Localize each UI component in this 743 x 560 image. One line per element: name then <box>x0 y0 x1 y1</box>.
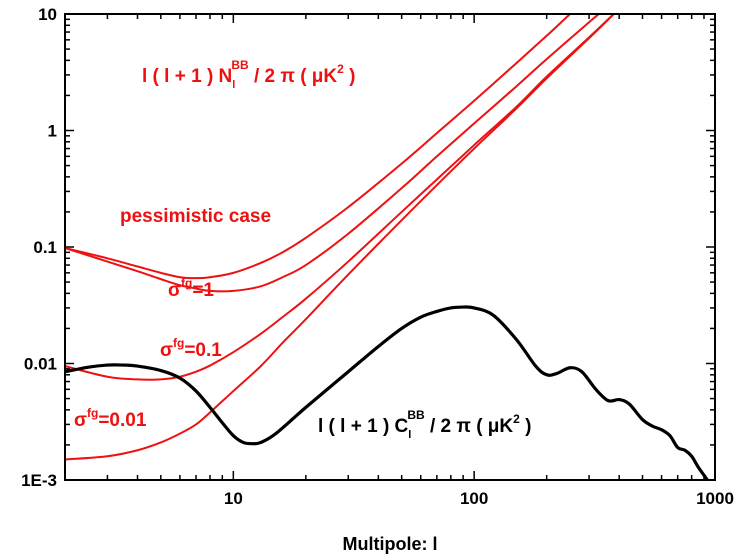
series-line-3 <box>65 14 615 461</box>
sigma-001-sym: σ <box>74 410 87 431</box>
x-tick-label: 100 <box>460 489 488 508</box>
sigma-001-label: σfg=0.01 <box>74 406 147 431</box>
series-line-1 <box>65 14 600 293</box>
signal-label-post: / 2 π ( μK <box>425 416 514 437</box>
y-tick-label: 1E-3 <box>21 471 57 490</box>
sigma-001-sup: fg <box>87 406 98 420</box>
sigma-01-sup: fg <box>173 336 184 350</box>
noise-label-sup2: 2 <box>337 62 344 76</box>
sigma-01-sym: σ <box>160 340 173 361</box>
sigma-1-val: =1 <box>192 280 214 301</box>
y-tick-label: 0.01 <box>24 355 57 374</box>
sigma-01-label: σfg=0.1 <box>160 336 222 361</box>
y-tick-label: 1 <box>48 122 57 141</box>
sigma-1-sup: fg <box>181 276 192 290</box>
x-tick-label: 1000 <box>696 489 734 508</box>
pessimistic-label: pessimistic case <box>120 206 271 227</box>
tick-labels: 10 100 1000 1E-3 0.01 0.1 1 10 <box>21 5 734 508</box>
x-axis-label: Multipole: l <box>343 534 438 554</box>
y-tick-label: 0.1 <box>33 238 57 257</box>
sigma-01-val: =0.1 <box>184 340 222 361</box>
noise-label-end: ) <box>344 66 356 87</box>
signal-label-sup2: 2 <box>513 412 520 426</box>
series-line-0 <box>65 14 571 280</box>
series-line-4 <box>65 305 709 480</box>
noise-label-pre: l ( l + 1 ) N <box>142 66 232 87</box>
sigma-001-val: =0.01 <box>98 410 147 431</box>
signal-label-sub: l <box>408 429 411 441</box>
x-tick-label: 10 <box>224 489 243 508</box>
signal-curve-label: l ( l + 1 ) Cl BB / 2 π ( μK2 ) <box>318 408 531 441</box>
sigma-1-sym: σ <box>168 280 181 301</box>
noise-label-sub: l <box>232 79 235 91</box>
signal-label-sup: BB <box>407 408 425 422</box>
signal-label-end: ) <box>520 416 532 437</box>
series-layer <box>65 14 709 480</box>
series-line-2 <box>65 14 615 381</box>
signal-label-pre: l ( l + 1 ) C <box>318 416 409 437</box>
noise-curve-label: l ( l + 1 ) Nl BB / 2 π ( μK2 ) <box>142 58 355 91</box>
y-tick-label: 10 <box>38 5 57 24</box>
plot-frame <box>64 13 716 481</box>
noise-label-post: / 2 π ( μK <box>249 66 338 87</box>
noise-label-sup: BB <box>231 58 249 72</box>
sigma-1-label: σfg=1 <box>168 276 214 301</box>
